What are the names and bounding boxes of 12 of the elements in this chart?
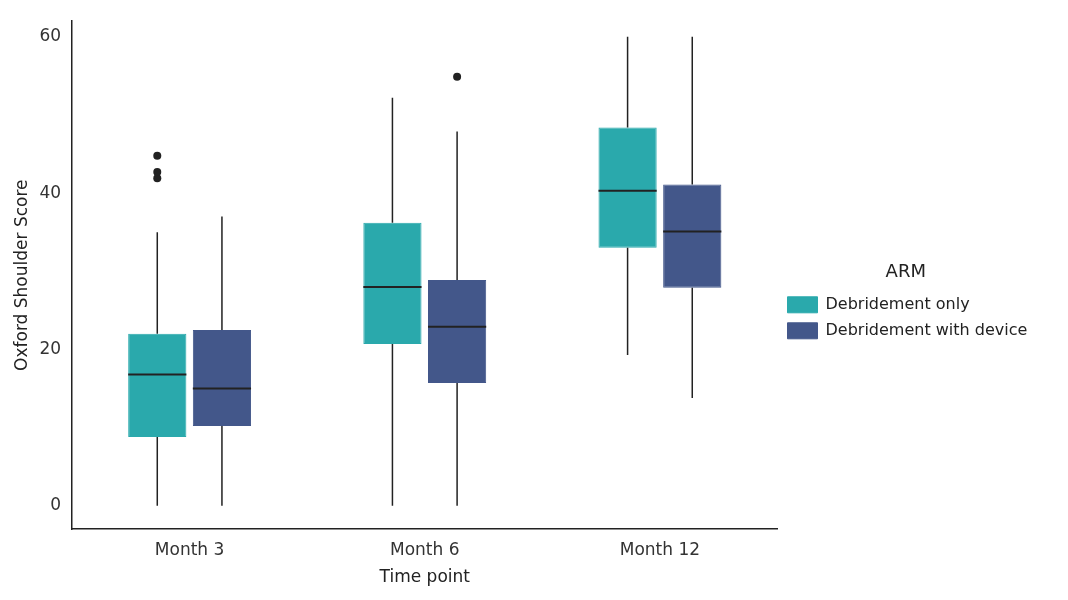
y-tick-label: 0 — [50, 494, 62, 515]
y-tick-label: 20 — [39, 337, 62, 358]
y-tick-label: 40 — [39, 181, 62, 202]
legend-label: Debridement with device — [825, 319, 1028, 339]
x-tick-label: Month 3 — [154, 538, 225, 559]
legend-label: Debridement only — [825, 293, 970, 313]
x-axis-title: Time point — [378, 566, 471, 587]
y-axis-title: Oxford Shoulder Score — [10, 179, 31, 371]
x-tick-label: Month 6 — [390, 538, 460, 559]
x-tick-label: Month 12 — [619, 538, 701, 559]
y-tick-label: 60 — [39, 25, 62, 46]
legend-title: ARM — [885, 259, 926, 281]
